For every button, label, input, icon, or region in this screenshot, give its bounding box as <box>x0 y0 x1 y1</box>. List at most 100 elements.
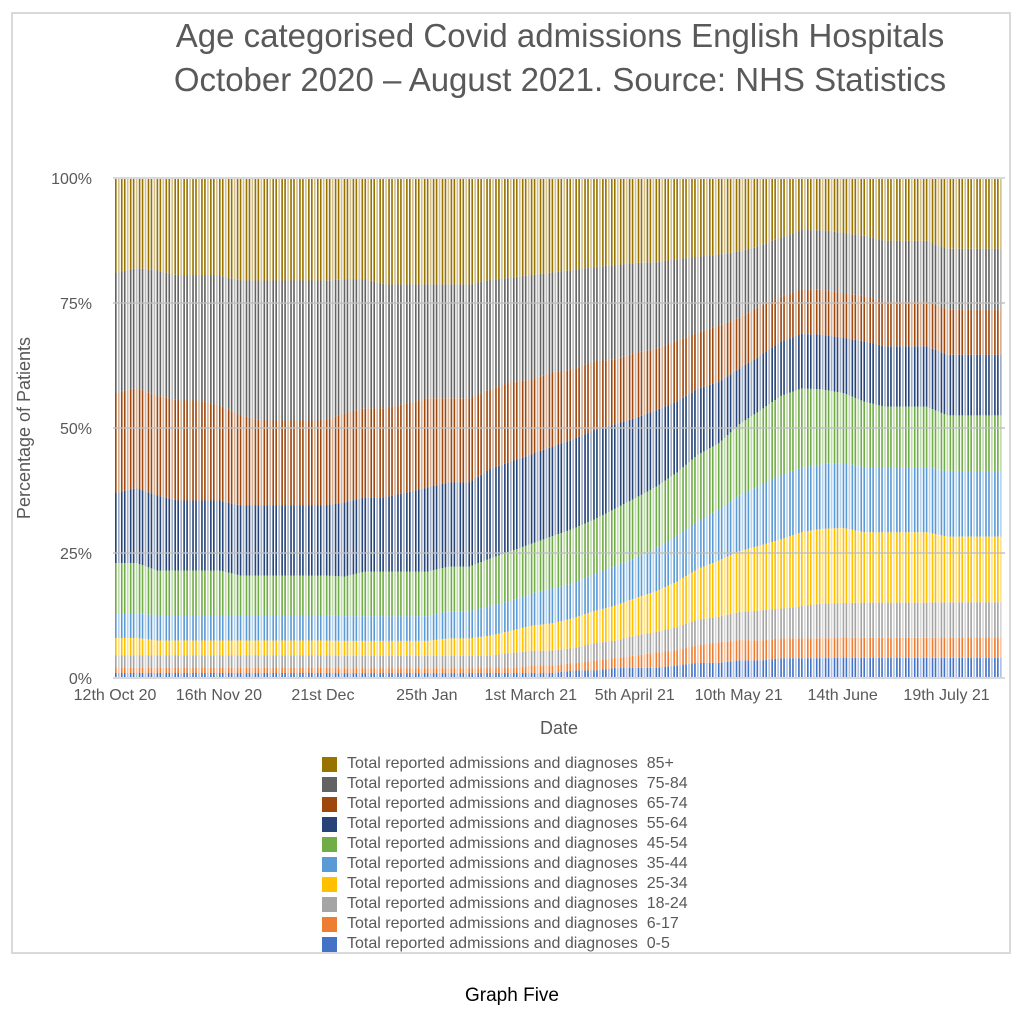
bar-segment <box>417 489 420 572</box>
day-bar-stack <box>634 178 637 678</box>
bar-segment <box>557 672 560 678</box>
day-bar-stack <box>361 178 364 678</box>
day-bar-stack <box>649 178 652 678</box>
bar-segment <box>548 650 551 666</box>
bar-segment <box>305 505 307 576</box>
bar-segment <box>563 178 566 272</box>
bar-segment <box>913 240 916 302</box>
day-bar-stack <box>786 178 788 678</box>
bar-segment <box>144 178 147 270</box>
bar-segment <box>218 668 221 673</box>
bar-segment <box>637 416 640 497</box>
bar-segment <box>302 505 304 576</box>
bar-segment <box>821 464 824 529</box>
bar-segment <box>536 451 539 542</box>
bar-segment <box>331 640 334 656</box>
bar-segment <box>866 342 869 403</box>
day-bar-stack <box>875 178 877 678</box>
bar-segment <box>572 369 574 440</box>
bar-segment <box>741 178 744 251</box>
bar-segment <box>192 570 194 616</box>
bar-segment <box>928 657 931 678</box>
bar-segment <box>512 550 515 600</box>
bar-segment <box>364 571 367 617</box>
bar-segment <box>423 284 426 400</box>
bar-segment <box>940 637 943 658</box>
bar-segment <box>771 240 773 301</box>
bar-segment <box>340 576 343 617</box>
bar-segment <box>420 284 423 400</box>
bar-segment <box>501 385 503 465</box>
bar-segment <box>382 640 384 656</box>
bar-segment <box>168 398 171 499</box>
bar-segment <box>120 178 123 272</box>
bar-segment <box>296 505 298 576</box>
bar-segment <box>248 417 251 506</box>
bar-segment <box>441 568 444 613</box>
day-bar-stack <box>717 178 720 678</box>
bar-segment <box>290 673 292 678</box>
bar-segment <box>628 263 631 355</box>
bar-segment <box>985 415 987 471</box>
bar-segment <box>417 640 420 656</box>
bar-segment <box>224 668 227 673</box>
bar-segment <box>346 412 349 502</box>
bar-segment <box>934 304 937 350</box>
bar-segment <box>245 575 248 616</box>
bar-segment <box>141 490 144 566</box>
bar-segment <box>928 602 931 638</box>
bar-segment <box>833 231 836 292</box>
bar-segment <box>631 559 634 600</box>
bar-segment <box>608 658 610 669</box>
bar-segment <box>714 642 717 663</box>
bar-segment <box>230 668 233 673</box>
bar-segment <box>563 671 566 678</box>
bar-segment <box>569 670 572 678</box>
bar-segment <box>536 673 539 678</box>
bar-segment <box>780 178 782 238</box>
bar-segment <box>162 668 165 673</box>
day-bar-stack <box>821 178 824 678</box>
bar-segment <box>616 668 619 678</box>
bar-segment <box>373 655 376 669</box>
day-bar-stack <box>860 178 863 678</box>
bar-segment <box>777 238 779 299</box>
bar-segment <box>414 668 417 674</box>
bar-segment <box>610 641 613 659</box>
bar-segment <box>976 536 978 603</box>
bar-segment <box>780 296 782 342</box>
bar-segment <box>409 668 411 674</box>
bar-segment <box>875 178 877 239</box>
bar-segment <box>536 665 539 674</box>
day-bar-stack <box>536 178 539 678</box>
bar-segment <box>599 516 601 572</box>
bar-segment <box>242 416 245 506</box>
bar-segment <box>239 615 242 641</box>
bar-segment <box>907 301 910 347</box>
bar-segment <box>566 663 569 672</box>
day-bar-stack <box>599 178 601 678</box>
bar-segment <box>759 610 762 641</box>
bar-segment <box>896 346 898 407</box>
bar-segment <box>608 568 610 608</box>
bar-segment <box>397 673 399 678</box>
bar-segment <box>985 309 987 355</box>
bar-segment <box>750 360 753 417</box>
bar-segment <box>732 660 735 678</box>
bar-segment <box>759 545 762 611</box>
day-bar-stack <box>221 178 224 678</box>
bar-segment <box>210 500 212 571</box>
bar-segment <box>308 668 310 673</box>
bar-segment <box>275 505 277 576</box>
bar-segment <box>115 178 117 273</box>
bar-segment <box>866 657 869 678</box>
bar-segment <box>218 655 221 668</box>
bar-segment <box>168 570 171 616</box>
bar-segment <box>444 668 447 674</box>
bar-segment <box>204 640 206 656</box>
bar-segment <box>789 338 791 393</box>
day-bar-stack <box>388 178 390 678</box>
bar-segment <box>955 470 958 537</box>
y-tick-label: 25% <box>60 546 92 563</box>
bar-segment <box>248 575 251 616</box>
